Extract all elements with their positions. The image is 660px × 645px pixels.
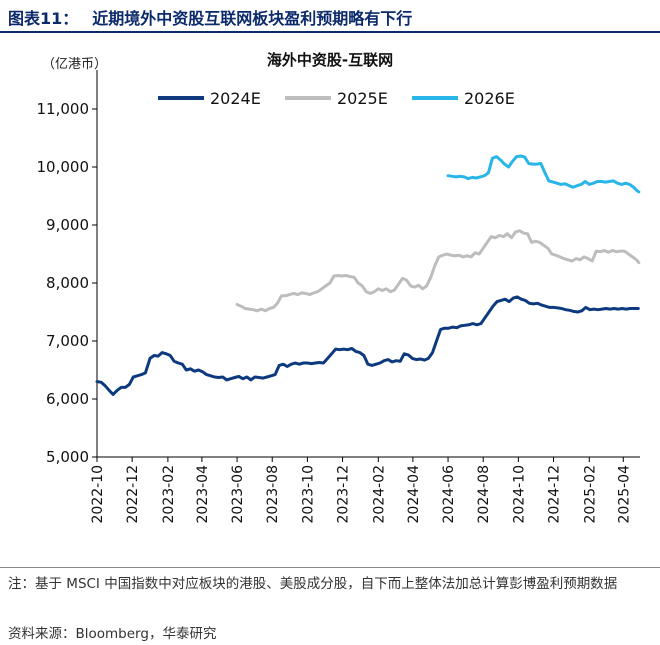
series-line-2025e <box>235 229 641 313</box>
legend-item-2025e: 2025E <box>285 89 388 108</box>
y-tick-label: 10,000 <box>37 158 90 176</box>
y-tick-label: 11,000 <box>37 100 90 118</box>
x-tick-label: 2023-12 <box>336 465 352 524</box>
legend-label: 2025E <box>337 89 388 108</box>
x-tick-label: 2025-02 <box>582 465 598 524</box>
x-tick-label: 2024-06 <box>441 465 457 524</box>
chart-source: 资料来源：Bloomberg，华泰研究 <box>8 626 217 642</box>
legend-item-2024e: 2024E <box>158 89 261 108</box>
x-tick-label: 2024-02 <box>371 465 387 524</box>
x-tick-label: 2024-04 <box>406 465 422 524</box>
legend-label: 2024E <box>210 89 261 108</box>
x-tick-label: 2023-02 <box>161 465 177 524</box>
x-tick-label: 2022-10 <box>90 465 106 524</box>
y-tick-label: 8,000 <box>46 274 89 292</box>
x-tick-label: 2022-12 <box>125 465 141 524</box>
x-tick-label: 2025-04 <box>616 465 632 524</box>
y-tick-label: 5,000 <box>46 448 89 466</box>
legend-label: 2026E <box>464 89 515 108</box>
chart-title: 海外中资股-互联网 <box>266 51 394 69</box>
series-line-2024e <box>95 295 640 396</box>
y-tick-label: 9,000 <box>46 216 89 234</box>
unit-label: （亿港币） <box>42 57 108 72</box>
x-tick-label: 2024-08 <box>476 465 492 524</box>
y-tick-label: 7,000 <box>46 332 89 350</box>
x-tick-label: 2023-10 <box>300 465 316 524</box>
y-tick-label: 6,000 <box>46 390 89 408</box>
series-line-2026e <box>446 154 641 194</box>
x-tick-label: 2023-04 <box>195 465 211 524</box>
x-tick-label: 2023-08 <box>265 465 281 524</box>
figure-header: 图表11： 近期境外中资股互联网板块盈利预期略有下行 <box>0 0 660 32</box>
figure-title-text: 近期境外中资股互联网板块盈利预期略有下行 <box>92 9 413 28</box>
x-tick-label: 2024-10 <box>511 465 527 524</box>
x-tick-label: 2023-06 <box>230 465 246 524</box>
legend-item-2026e: 2026E <box>412 89 515 108</box>
title-rule <box>0 31 660 33</box>
chart-note: 注：基于 MSCI 中国指数中对应板块的港股、美股成分股，自下而上整体法加总计算… <box>8 576 618 592</box>
figure-number: 图表11： <box>8 9 79 28</box>
footer-rule <box>0 567 660 568</box>
figure-title: 图表11： 近期境外中资股互联网板块盈利预期略有下行 <box>8 5 412 29</box>
x-tick-label: 2024-12 <box>547 465 563 524</box>
